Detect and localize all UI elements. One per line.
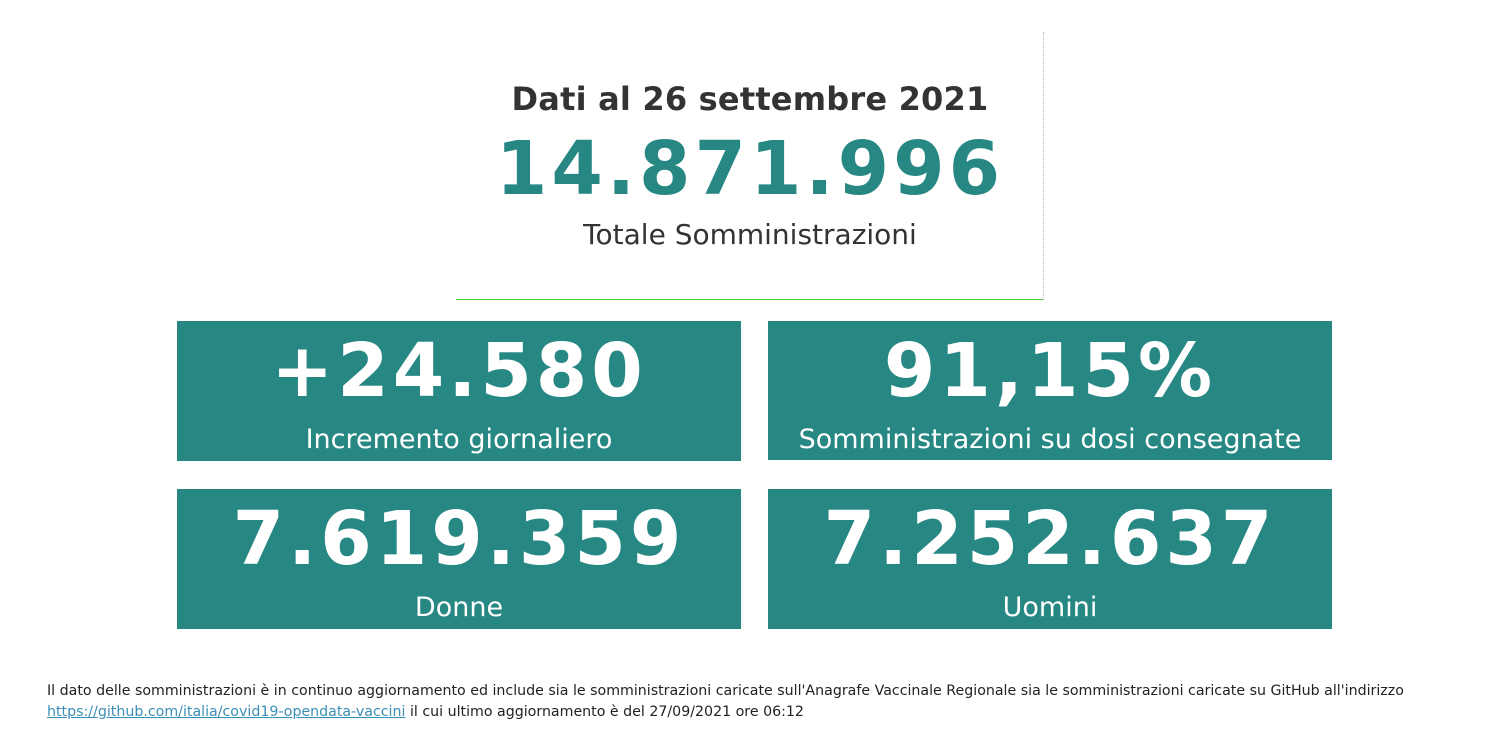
doses-ratio-tile: 91,15% Somministrazioni su dosi consegna… [768, 321, 1332, 460]
women-value: 7.619.359 [232, 496, 686, 582]
footer-note: Il dato delle somministrazioni è in cont… [47, 681, 1487, 723]
men-tile: 7.252.637 Uomini [768, 489, 1332, 629]
doses-ratio-label: Somministrazioni su dosi consegnate [798, 424, 1302, 455]
github-link[interactable]: https://github.com/italia/covid19-openda… [47, 704, 406, 720]
daily-increment-label: Incremento giornaliero [305, 424, 613, 455]
date-title: Dati al 26 settembre 2021 [511, 80, 989, 118]
summary-header: Dati al 26 settembre 2021 14.871.996 Tot… [456, 32, 1044, 300]
daily-increment-value: +24.580 [271, 328, 647, 414]
men-label: Uomini [1002, 592, 1098, 623]
total-administrations-label: Totale Somministrazioni [583, 218, 917, 251]
daily-increment-tile: +24.580 Incremento giornaliero [177, 321, 741, 461]
footer-text-before: Il dato delle somministrazioni è in cont… [47, 683, 1404, 699]
total-administrations-value: 14.871.996 [495, 126, 1005, 212]
women-label: Donne [414, 592, 504, 623]
doses-ratio-value: 91,15% [883, 328, 1217, 414]
women-tile: 7.619.359 Donne [177, 489, 741, 629]
footer-text-after: il cui ultimo aggiornamento è del 27/09/… [405, 704, 804, 720]
men-value: 7.252.637 [823, 496, 1277, 582]
